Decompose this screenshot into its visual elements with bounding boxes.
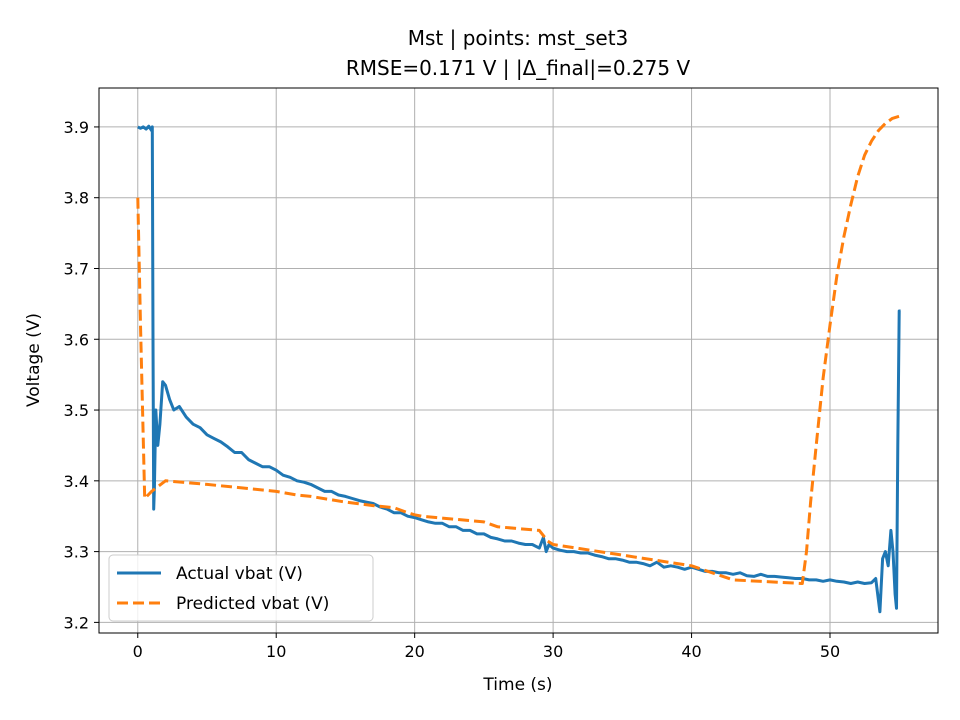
- series-line-predicted: [136, 114, 900, 585]
- y-tick-label: 3.6: [64, 330, 89, 349]
- y-tick-label: 3.3: [64, 543, 89, 562]
- x-tick-label: 50: [820, 642, 840, 661]
- x-tick-label: 20: [404, 642, 424, 661]
- y-tick-label: 3.8: [64, 189, 89, 208]
- grid: [99, 88, 938, 633]
- series-layer: [136, 114, 901, 614]
- y-tick-label: 3.4: [64, 472, 89, 491]
- y-tick-label: 3.5: [64, 401, 89, 420]
- legend-box: [108, 554, 374, 622]
- x-tick-label: 0: [133, 642, 143, 661]
- chart-subtitle: RMSE=0.171 V | |Δ_final|=0.275 V: [346, 56, 691, 80]
- y-tick-label: 3.2: [64, 613, 89, 632]
- plot-frame: [98, 87, 939, 634]
- x-tick-label: 30: [543, 642, 563, 661]
- x-axis-label: Time (s): [482, 675, 552, 695]
- legend-label-predicted: Predicted vbat (V): [176, 594, 329, 614]
- chart-title: Mst | points: mst_set3: [408, 26, 629, 50]
- y-tick-label: 3.7: [64, 259, 89, 278]
- x-tick-label: 10: [266, 642, 286, 661]
- y-tick-label: 3.9: [64, 118, 89, 137]
- x-axis: 0 10 20 30 40 50: [133, 633, 840, 661]
- legend: Actual vbat (V) Predicted vbat (V): [108, 554, 374, 622]
- x-tick-label: 40: [681, 642, 701, 661]
- y-axis: 3.2 3.3 3.4 3.5 3.6 3.7 3.8 3.9: [64, 118, 99, 632]
- legend-label-actual: Actual vbat (V): [176, 564, 303, 584]
- y-axis-label: Voltage (V): [24, 313, 44, 407]
